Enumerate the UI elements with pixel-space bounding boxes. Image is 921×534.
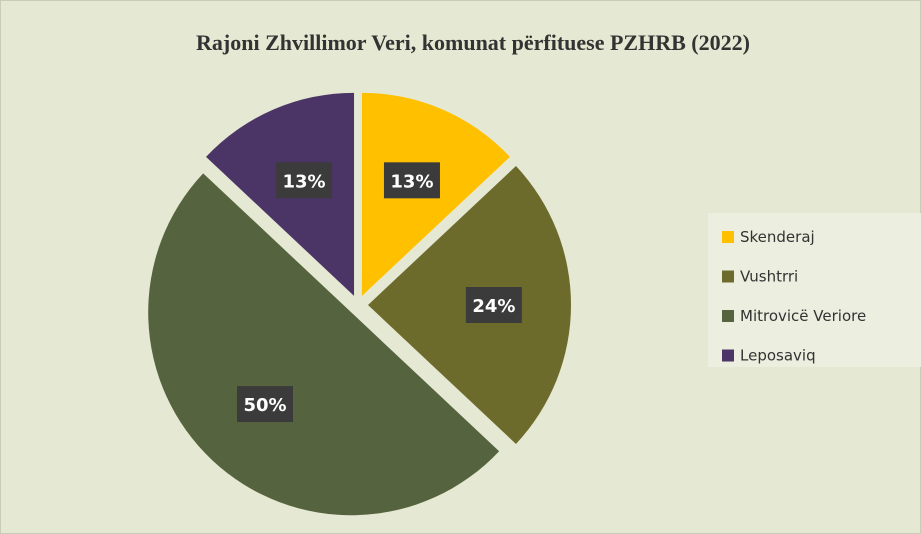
legend-swatch	[722, 231, 734, 243]
value-label-box	[383, 162, 440, 199]
value-label: 13%	[282, 171, 325, 192]
pie-slice	[148, 173, 500, 516]
legend-swatch	[722, 310, 734, 322]
value-label: 50%	[243, 395, 286, 416]
value-label-box	[465, 287, 522, 323]
legend-label: Vushtrri	[740, 268, 798, 286]
legend-label: Skenderaj	[740, 228, 815, 246]
chart-title: Rajoni Zhvillimor Veri, komunat përfitue…	[196, 30, 750, 55]
legend-swatch	[722, 270, 734, 283]
value-label-box	[276, 162, 333, 199]
legend-box	[708, 213, 921, 367]
value-label: 13%	[390, 171, 433, 192]
value-label-box	[236, 386, 293, 423]
legend-swatch	[722, 349, 734, 362]
value-label: 24%	[472, 296, 515, 317]
legend-label: Mitrovicë Veriore	[740, 307, 866, 325]
legend-label: Leposaviq	[740, 347, 816, 365]
